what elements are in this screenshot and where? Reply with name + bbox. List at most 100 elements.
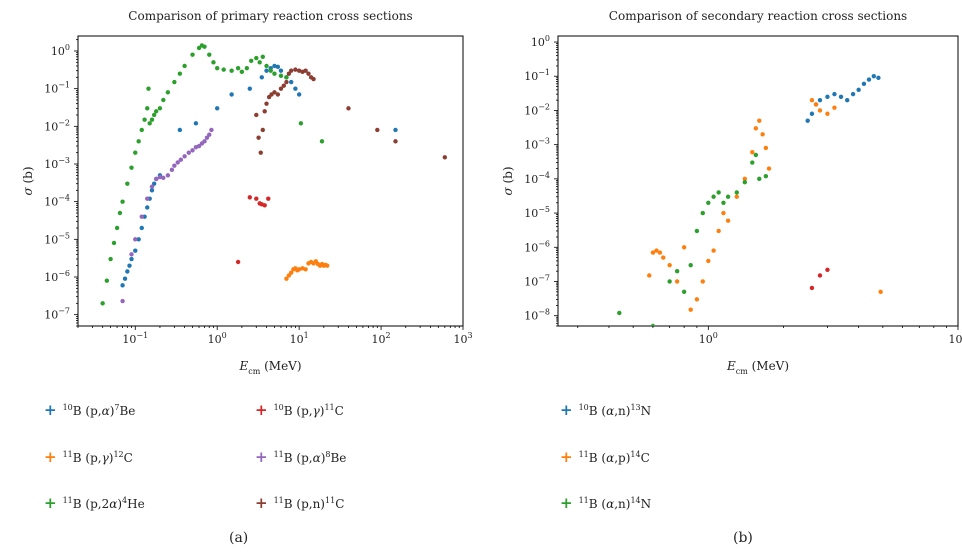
panel-a-data-point-series-3 [190,52,195,57]
panel-b-data-point-series-2 [681,245,687,250]
panel-b-data-point-series-1 [871,74,876,79]
panel-b-data-point-series-2 [763,145,769,151]
panel-a-data-point-series-3 [229,68,234,73]
panel-a-data-point-series-6 [303,68,308,73]
panel-b-y-tick-label: 10−6 [524,239,550,254]
panel-a-data-point-series-5 [175,160,180,165]
panel-a-data-point-series-3 [120,199,125,204]
panel-a-data-point-series-2 [303,267,308,272]
panel-a-data-point-series-6 [393,139,398,144]
legend-marker-icon: + [560,494,573,512]
panel-b-data-point-series-1 [850,91,856,97]
panel-a-x-tick-label: 101 [290,331,309,346]
panel-a-data-point-series-3 [196,45,202,51]
panel-a-y-tick-label: 10−3 [44,156,70,171]
legend-marker-icon: + [255,401,268,419]
panel-a-data-point-series-3 [319,139,325,144]
panel-b-plot-frame [557,35,959,327]
panel-a-data-point-series-5 [161,175,166,180]
legend-marker-icon: + [560,448,573,466]
panel-a-data-point-series-3 [202,44,207,49]
panel-a-data-point-series-1 [149,188,155,193]
panel-a-data-point-series-5 [190,148,195,153]
panel-b-data-point-series-1 [805,118,810,123]
panel-b-data-point-series-3 [750,160,755,165]
legend-label: 11B (p,n)11C [273,496,345,511]
panel-b-data-point-series-2 [813,102,819,107]
panel-a-data-point-series-6 [262,109,267,114]
panel-b-y-tick-label: 10−1 [524,68,550,83]
panel-b-data-point-series-3 [721,200,726,205]
panel-a-chart-title: Comparison of primary reaction cross sec… [128,9,412,23]
panel-a-y-axis-label: σ (b) [21,166,35,195]
panel-a-data-point-series-6 [258,150,263,155]
panel-b-y-tick-label: 10−5 [524,205,550,220]
panel-a-plot-frame [77,35,464,327]
panel-b-y-tick-label: 10−7 [524,273,550,288]
panel-a-data-point-series-3 [215,65,220,71]
panel-b-data-point-series-4 [809,285,815,291]
panel-a-data-point-series-6 [256,135,261,140]
panel-b-data-point-series-1 [832,91,837,97]
panel-b-data-point-series-2 [716,228,721,234]
legend-a-item-6: + 11B (p,n)11C [255,496,345,512]
panel-a-data-point-series-1 [247,86,253,91]
panel-b-data-point-series-2 [725,218,731,223]
panel-b-data-point-series-3 [725,194,731,199]
panel-label-a: (a) [229,530,249,546]
panel-b-data-point-series-3 [711,194,716,199]
legend-a-item-3: + 11B (p,γ)12C [44,450,133,466]
panel-b-y-tick-label: 10−3 [524,137,550,152]
panel-a-data-point-series-1 [120,283,125,288]
panel-a-data-point-series-2 [296,267,302,272]
panel-a-data-point-series-3 [257,60,262,65]
panel-a-data-point-series-4 [266,196,271,201]
panel-b-data-point-series-2 [700,279,705,284]
panel-a-x-tick-label: 100 [208,331,227,346]
panel-a-data-point-series-3 [111,240,117,246]
panel-a-data-point-series-3 [284,75,289,80]
panel-a-data-point-series-5 [202,139,207,144]
panel-a-data-point-series-1 [264,68,269,73]
panel-a-data-point-series-1 [125,269,130,274]
panel-a-data-point-series-3 [125,181,130,186]
panel-a-points [100,43,448,306]
panel-b-data-point-series-2 [832,105,837,110]
panel-b-y-tick-label: 100 [531,34,550,49]
panel-a-data-point-series-1 [293,86,298,91]
panel-a-data-point-series-3 [142,117,147,122]
panel-a-data-point-series-3 [254,55,259,61]
panel-b-data-point-series-3 [700,210,705,216]
panel-a-data-point-series-3 [268,68,273,73]
panel-b-data-point-series-1 [845,97,850,103]
panel-a-data-point-series-4 [254,196,259,201]
panel-b-data-point-series-2 [734,194,739,199]
panel-a-data-point-series-6 [284,79,289,85]
panel-a-data-point-series-3 [221,67,226,72]
panel-b-data-point-series-4 [817,273,823,278]
panel-a-data-point-series-6 [278,86,284,91]
panel-b-data-point-series-3 [706,200,711,205]
panel-b-x-axis-label: Ecm (MeV) [726,359,789,376]
panel-a-data-point-series-5 [133,237,138,242]
panel-b-data-point-series-2 [825,111,830,116]
panel-a-data-point-series-1 [275,64,281,70]
panel-b-y-tick-label: 10−2 [524,102,550,117]
panel-b-data-point-series-2 [753,126,759,131]
legend-label: 11B (p,γ)12C [62,450,133,465]
panel-a-data-point-series-3 [260,54,265,60]
panel-b-data-point-series-3 [753,152,759,158]
legend-a-item-5: + 11B (p,2α)4He [44,496,145,512]
panel-b-data-point-series-3 [742,179,748,185]
panel-a-data-point-series-3 [264,63,269,69]
legend-a-item-2: + 10B (p,γ)11C [255,401,344,419]
panel-a-x-tick-label: 10−1 [122,331,148,346]
panel-a-data-point-series-6 [375,127,380,133]
panel-a-data-point-series-3 [182,63,187,69]
panel-b-data-point-series-2 [657,250,663,255]
panel-a-data-point-series-6 [281,83,287,88]
panel-a-data-point-series-3 [147,121,152,126]
panel-b-chart-title: Comparison of secondary reaction cross s… [609,9,907,23]
panel-a-data-point-series-1 [133,248,138,253]
